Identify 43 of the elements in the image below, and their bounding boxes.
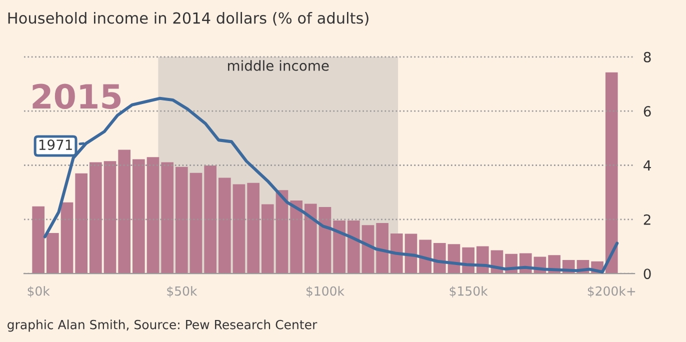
bar bbox=[132, 159, 145, 274]
bar bbox=[218, 178, 231, 274]
bar bbox=[304, 204, 317, 274]
bar bbox=[75, 173, 88, 274]
bar bbox=[605, 72, 618, 274]
x-tick-label: $150k bbox=[450, 286, 488, 298]
y-tick-label: 4 bbox=[644, 160, 651, 171]
band-label: middle income bbox=[228, 60, 329, 71]
x-tick-label: $200k+ bbox=[588, 286, 636, 298]
bar bbox=[290, 200, 302, 274]
bar bbox=[204, 166, 216, 274]
bar bbox=[318, 206, 332, 274]
bar bbox=[376, 222, 388, 274]
legend-label: 1971 bbox=[39, 140, 72, 150]
text: graphic Alan Smith, Source: Pew Research Center bbox=[8, 320, 318, 332]
bar bbox=[90, 162, 102, 274]
y-tick-label: 8 bbox=[644, 52, 651, 62]
bar bbox=[190, 172, 202, 274]
bar bbox=[419, 240, 432, 274]
bar bbox=[347, 220, 360, 274]
bar bbox=[32, 206, 45, 274]
bar bbox=[176, 166, 188, 274]
chart-title: Household income in 2014 dollars (% of adults) bbox=[8, 12, 368, 26]
bar bbox=[390, 234, 403, 274]
bar bbox=[232, 184, 246, 274]
y-tick-label: 0 bbox=[644, 268, 651, 280]
bar bbox=[60, 202, 74, 274]
series-label: 2015 bbox=[32, 84, 121, 109]
x-tick-label: $50k bbox=[167, 286, 198, 298]
bar bbox=[161, 162, 174, 274]
bar bbox=[261, 204, 274, 274]
y-tick-label: 6 bbox=[644, 106, 651, 117]
bar bbox=[46, 232, 59, 274]
bar bbox=[118, 150, 130, 274]
x-tick-label: $100k bbox=[306, 286, 344, 298]
bar bbox=[362, 225, 374, 274]
y-tick-label: 2 bbox=[644, 214, 650, 225]
bar bbox=[247, 182, 260, 274]
x-tick-label: $0k bbox=[28, 286, 50, 298]
bar bbox=[276, 190, 288, 274]
bar bbox=[333, 220, 346, 274]
bar bbox=[146, 157, 160, 274]
bar bbox=[104, 161, 116, 274]
